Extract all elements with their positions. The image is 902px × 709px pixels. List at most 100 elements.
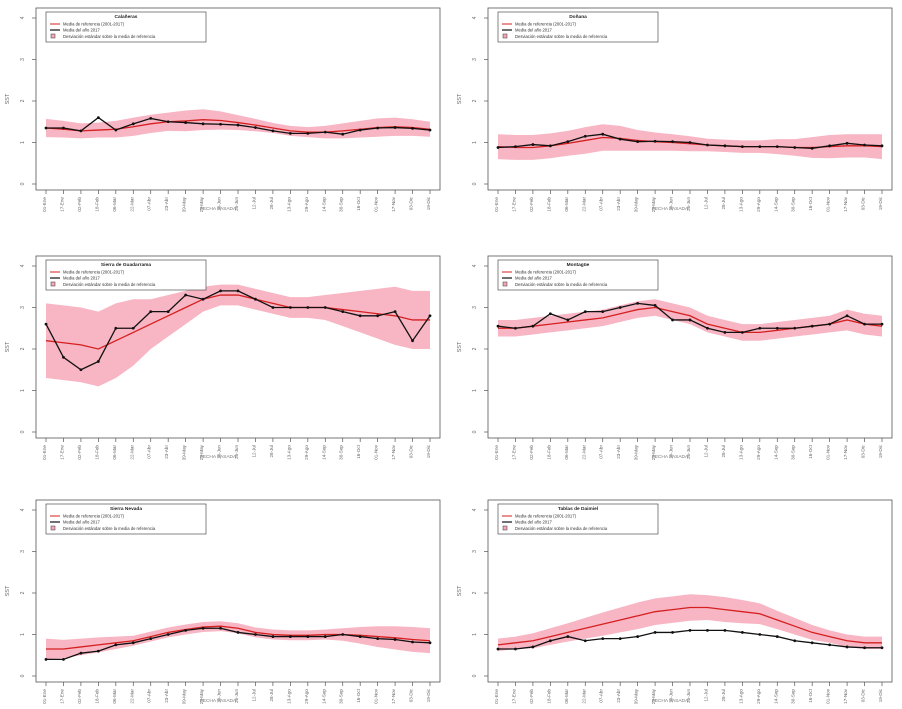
year-series-point — [288, 306, 292, 309]
y-tick-label: 4 — [472, 16, 478, 19]
x-tick-label: 10-Jun — [217, 689, 222, 703]
year-series-point — [288, 131, 292, 135]
x-tick-label: 28-Jul — [721, 197, 726, 210]
x-axis-label: FECHA PASADA — [652, 698, 689, 704]
x-tick-label: 12-Jul — [251, 689, 256, 702]
legend-reference-label: Media de referencia (2001-2017) — [63, 270, 125, 275]
x-tick-label: 29-Ago — [756, 445, 761, 460]
year-series-point — [688, 628, 692, 632]
year-series-point — [566, 140, 570, 144]
x-tick-label: 01-Ene — [42, 445, 47, 460]
year-series-point — [758, 145, 762, 149]
x-tick-label: 07-Abr — [599, 445, 604, 459]
year-series-point — [514, 326, 517, 330]
y-tick-label: 3 — [472, 58, 478, 61]
year-series-point — [254, 297, 257, 301]
x-tick-label: 12-Jul — [703, 445, 708, 458]
year-series-point — [706, 143, 709, 147]
x-axis-label: FECHA PASADA — [200, 698, 237, 704]
year-series-point — [496, 647, 500, 651]
year-series-point — [358, 635, 362, 638]
year-series-point — [601, 310, 605, 314]
x-tick-label: 19-Dic — [878, 196, 883, 210]
year-series-point — [636, 140, 640, 144]
year-series-point — [96, 649, 100, 653]
chart-panel-6: 0 1 2 3 4 SST 01-Ene 17-Ene 02-Feb 18-Feb 06-Mar 22… — [452, 492, 900, 709]
year-series-point — [79, 129, 83, 133]
x-tick-label: 22-Mar — [581, 689, 586, 704]
reference-series-line — [45, 294, 430, 350]
year-series-point — [531, 143, 535, 146]
x-tick-label: 30-Sep — [339, 445, 344, 460]
x-tick-label: 14-Sep — [321, 689, 326, 704]
year-series-point — [219, 122, 222, 126]
y-tick-label: 4 — [472, 264, 478, 267]
x-tick-label: 06-Mar — [112, 197, 117, 212]
x-tick-label: 22-Mar — [581, 445, 586, 460]
legend-box — [497, 11, 659, 43]
x-tick-label: 30-Sep — [791, 689, 796, 704]
x-tick-label: 28-Jul — [721, 689, 726, 702]
x-tick-label: 10-Jun — [217, 445, 222, 459]
x-tick-label: 03-Dic — [861, 196, 866, 210]
year-series-point — [184, 121, 188, 124]
x-axis-label: FECHA PASADA — [200, 454, 237, 460]
x-tick-label: 17-Ene — [59, 197, 64, 212]
chart-svg: 0 1 2 3 4 SST 01-Ene 17-Ene 02-Feb 18-Feb 06-Mar 22… — [457, 499, 893, 704]
year-series-point — [880, 322, 884, 326]
year-series-point — [166, 120, 170, 124]
year-series-point — [740, 145, 744, 149]
x-tick-label: 02-Feb — [529, 689, 534, 704]
legend-box — [45, 259, 207, 291]
legend-reference-label: Media de referencia (2001-2017) — [515, 270, 577, 275]
x-tick-label: 07-Abr — [147, 445, 152, 459]
year-series-point — [131, 326, 135, 330]
y-tick-label: 1 — [20, 633, 26, 636]
year-series-point — [706, 628, 709, 632]
x-tick-label: 13-Ago — [286, 197, 291, 212]
y-tick-label: 2 — [472, 347, 478, 350]
year-series-point — [845, 645, 849, 649]
x-tick-label: 23-Abr — [616, 445, 621, 459]
year-series-point — [775, 145, 779, 149]
legend-deviation-swatch — [502, 281, 508, 287]
year-series-point — [636, 635, 640, 638]
x-tick-label: 25-May — [651, 444, 656, 460]
x-tick-label: 19-Dic — [426, 444, 431, 458]
chart-panel-4: 0 1 2 3 4 SST 01-Ene 17-Ene 02-Feb 18-Feb 06-Mar 22… — [452, 248, 900, 465]
x-tick-label: 02-Feb — [77, 445, 82, 460]
x-tick-label: 09-May — [634, 444, 639, 460]
x-tick-label: 25-May — [199, 196, 204, 212]
year-series-point — [411, 339, 414, 343]
x-tick-label: 09-May — [182, 444, 187, 460]
legend-year-label: Media del año 2017 — [63, 276, 100, 281]
legend-deviation-swatch — [50, 33, 56, 39]
x-tick-label: 29-Ago — [304, 689, 309, 704]
year-series-point — [583, 134, 587, 138]
year-series-point — [393, 638, 397, 641]
y-axis-label: SST — [457, 93, 463, 104]
x-tick-label: 16-Oct — [356, 196, 361, 211]
x-tick-label: 14-Sep — [773, 445, 778, 460]
chart-svg: 0 1 2 3 4 SST 01-Ene 17-Ene 02-Feb 18-Feb 06-Mar 22… — [5, 499, 441, 704]
y-tick-label: 1 — [20, 389, 26, 392]
legend-reference-label: Media de referencia (2001-2017) — [515, 514, 577, 519]
x-tick-label: 28-Jul — [269, 689, 274, 702]
year-series-point — [376, 126, 380, 130]
chart-svg: 0 1 2 3 4 SST 01-Ene 17-Ene 02-Feb 18-Feb 06-Mar 22… — [457, 7, 893, 212]
y-tick-label: 4 — [472, 508, 478, 511]
x-tick-label: 13-Ago — [286, 445, 291, 460]
year-series-point — [828, 322, 832, 326]
x-tick-label: 07-Abr — [599, 689, 604, 703]
legend-deviation-swatch — [50, 525, 56, 531]
year-series-point — [706, 326, 709, 330]
year-series-point — [653, 304, 657, 307]
year-series-point — [288, 635, 292, 638]
year-series-point — [323, 130, 327, 134]
y-axis-label: SST — [457, 585, 463, 596]
x-tick-label: 10-Jun — [217, 197, 222, 211]
year-series-point — [688, 141, 692, 144]
reference-series-line — [497, 606, 882, 646]
x-tick-label: 09-May — [634, 688, 639, 704]
year-series-point — [341, 633, 345, 636]
